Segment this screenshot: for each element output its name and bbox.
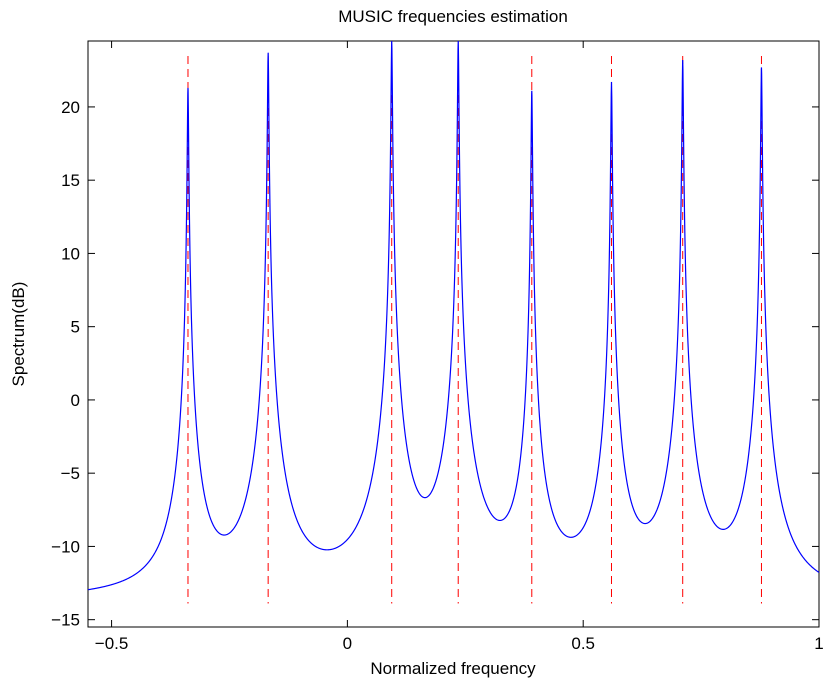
y-tick-label: 0 bbox=[71, 391, 80, 410]
chart-title: MUSIC frequencies estimation bbox=[338, 7, 568, 26]
y-tick-label: 15 bbox=[61, 171, 80, 190]
y-tick-label: −5 bbox=[61, 464, 80, 483]
plot-area bbox=[87, 40, 820, 628]
y-tick-label: 10 bbox=[61, 244, 80, 263]
y-axis-ticks: −15 −10 −5 0 5 10 15 20 bbox=[51, 98, 819, 630]
y-axis-label: Spectrum(dB) bbox=[9, 282, 28, 387]
spectrum-line bbox=[87, 40, 820, 591]
y-tick-label: 5 bbox=[71, 318, 80, 337]
x-tick-label: 1 bbox=[814, 634, 823, 653]
y-tick-label: −15 bbox=[51, 611, 80, 630]
x-tick-label: 0 bbox=[343, 634, 352, 653]
y-tick-label: 20 bbox=[61, 98, 80, 117]
reference-frequency-lines bbox=[187, 56, 762, 604]
y-tick-label: −10 bbox=[51, 537, 80, 556]
x-axis-label: Normalized frequency bbox=[370, 659, 536, 678]
x-tick-label: 0.5 bbox=[571, 634, 595, 653]
x-axis-ticks: −0.5 0 0.5 1 bbox=[95, 41, 824, 653]
x-tick-label: −0.5 bbox=[95, 634, 129, 653]
